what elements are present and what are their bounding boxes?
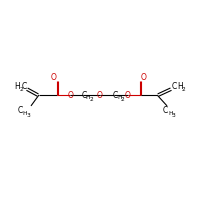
Text: O: O (67, 91, 73, 100)
Text: H: H (177, 82, 183, 91)
Text: 2: 2 (182, 87, 186, 92)
Text: 3: 3 (26, 113, 30, 118)
Text: H: H (86, 95, 90, 100)
Text: C: C (22, 82, 27, 91)
Text: H: H (22, 111, 27, 116)
Text: C: C (172, 82, 177, 91)
Text: H: H (14, 82, 20, 91)
Text: O: O (125, 91, 131, 100)
Text: C: C (17, 106, 22, 115)
Text: O: O (140, 73, 146, 82)
Text: 2: 2 (20, 87, 23, 92)
Text: O: O (51, 73, 57, 82)
Text: O: O (97, 91, 103, 100)
Text: 3: 3 (172, 113, 176, 118)
Text: C: C (163, 106, 168, 115)
Text: 2: 2 (89, 97, 93, 102)
Text: H: H (168, 111, 173, 116)
Text: 2: 2 (121, 97, 124, 102)
Text: C: C (81, 91, 87, 100)
Text: C: C (113, 91, 118, 100)
Text: H: H (117, 95, 122, 100)
